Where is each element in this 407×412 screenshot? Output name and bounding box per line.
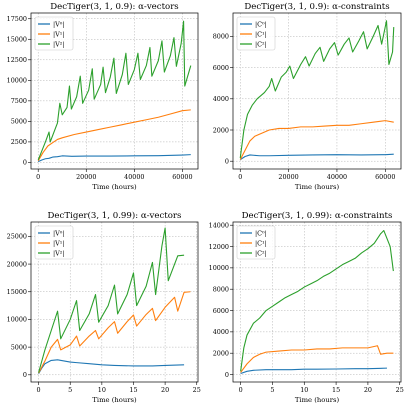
chart-title: DecTiger(3, 1, 0.9): α-constraints	[244, 1, 389, 12]
y-tick-label: 0	[225, 158, 229, 166]
series-line-0	[239, 153, 394, 161]
x-axis-label: Time (hours)	[295, 183, 340, 191]
x-tick-label: 60000	[375, 173, 395, 181]
series-line-1	[239, 120, 394, 160]
x-tick-label: 0	[239, 386, 243, 394]
x-tick-label: 5	[270, 386, 274, 394]
chart-title: DecTiger(3, 1, 0.9): α-vectors	[50, 1, 178, 12]
x-tick-label: 20000	[76, 173, 96, 181]
series-line-0	[37, 154, 191, 163]
legend-box	[34, 225, 74, 260]
x-tick-label: 0	[238, 173, 242, 181]
series-line-1	[38, 291, 191, 374]
x-tick-label: 15	[129, 386, 137, 394]
series-line-2	[240, 229, 394, 372]
y-tick-label: 7500	[11, 97, 27, 105]
legend-label: |V²|	[53, 40, 64, 48]
legend-label: |C²|	[255, 249, 267, 257]
legend: |C⁰| |C¹| |C²|	[236, 225, 276, 260]
chart-panel-1: 0 20000 40000 60000 0 2500 5000 7500 10000 12500 1…	[7, 1, 199, 191]
x-tick-label: 0	[36, 173, 40, 181]
y-tick-label: 10000	[7, 77, 27, 85]
chart-title: DecTiger(3, 1, 0.99): α-constraints	[242, 210, 393, 221]
chart-panel-3: 0 5 10 15 20 25 0 5000 10000 15000 20000 25000 DecTi…	[7, 210, 201, 404]
x-tick-label: 15	[332, 386, 340, 394]
legend: |V⁰| |V¹| |V²|	[34, 16, 74, 51]
series-line-1	[37, 109, 191, 162]
x-tick-label: 60000	[172, 173, 192, 181]
legend: |V⁰| |V¹| |V²|	[34, 225, 74, 260]
y-tick-label: 6000	[213, 64, 229, 72]
y-tick-label: 15000	[7, 36, 27, 44]
legend-label: |C⁰|	[255, 229, 267, 237]
y-tick-label: 10000	[7, 316, 27, 324]
legend: |C⁰| |C¹| |C²|	[236, 16, 276, 51]
y-tick-label: 4000	[213, 95, 229, 103]
legend-label: |V⁰|	[53, 20, 64, 28]
chart-panel-2: 0 20000 40000 60000 0 2000 4000 6000 8000 DecTige…	[213, 1, 402, 191]
legend-label: |V¹|	[53, 239, 64, 247]
legend-label: |V¹|	[53, 30, 64, 38]
series-line-1	[240, 345, 394, 373]
y-tick-label: 5000	[11, 343, 27, 351]
x-tick-label: 0	[37, 386, 41, 394]
legend-label: |V²|	[53, 249, 64, 257]
plot-frame	[30, 221, 199, 383]
chart-title: DecTiger(3, 1, 0.99): α-vectors	[48, 210, 182, 221]
x-axis-label: Time (hours)	[92, 183, 137, 191]
y-tick-label: 2500	[11, 138, 27, 146]
plot-frame	[232, 221, 402, 383]
legend-label: |C¹|	[255, 30, 267, 38]
y-tick-label: 2000	[213, 350, 229, 358]
x-axis-label: Time (hours)	[295, 396, 340, 404]
series-line-2	[37, 20, 192, 161]
y-tick-label: 6000	[213, 307, 229, 315]
y-tick-label: 0	[23, 371, 27, 379]
y-tick-label: 15000	[7, 288, 27, 296]
legend-box	[34, 16, 74, 51]
series-line-0	[240, 367, 388, 374]
series-line-2	[38, 227, 185, 373]
y-tick-label: 20000	[7, 260, 27, 268]
y-tick-label: 12000	[209, 243, 229, 251]
y-tick-label: 0	[225, 371, 229, 379]
y-tick-label: 17500	[7, 15, 27, 23]
y-tick-label: 14000	[209, 222, 229, 230]
x-tick-label: 5	[68, 386, 72, 394]
y-tick-label: 10000	[209, 264, 229, 272]
y-tick-label: 2000	[213, 126, 229, 134]
x-tick-label: 25	[396, 386, 404, 394]
series-line-2	[239, 20, 395, 159]
x-tick-label: 25	[193, 386, 201, 394]
y-tick-label: 12500	[7, 56, 27, 64]
x-tick-label: 10	[98, 386, 106, 394]
x-tick-label: 20	[161, 386, 169, 394]
legend-box	[236, 16, 276, 51]
x-tick-label: 40000	[124, 173, 144, 181]
x-tick-label: 10	[300, 386, 308, 394]
y-tick-label: 25000	[7, 233, 27, 241]
plot-frame	[30, 12, 199, 170]
y-tick-label: 8000	[213, 33, 229, 41]
plot-frame	[232, 12, 402, 170]
legend-label: |C²|	[255, 40, 267, 48]
x-tick-label: 40000	[327, 173, 347, 181]
x-tick-label: 20	[364, 386, 372, 394]
x-tick-label: 20000	[278, 173, 298, 181]
y-tick-label: 5000	[11, 118, 27, 126]
chart-panel-4: 0 5 10 15 20 25 0 2000 4000 6000 8000 10000 12000 140…	[209, 210, 404, 404]
x-axis-label: Time (hours)	[92, 396, 137, 404]
legend-box	[236, 225, 276, 260]
legend-label: |V⁰|	[53, 229, 64, 237]
legend-label: |C¹|	[255, 239, 267, 247]
y-tick-label: 4000	[213, 328, 229, 336]
y-tick-label: 8000	[213, 286, 229, 294]
y-tick-label: 0	[23, 159, 27, 167]
series-line-0	[38, 359, 185, 374]
legend-label: |C⁰|	[255, 20, 267, 28]
